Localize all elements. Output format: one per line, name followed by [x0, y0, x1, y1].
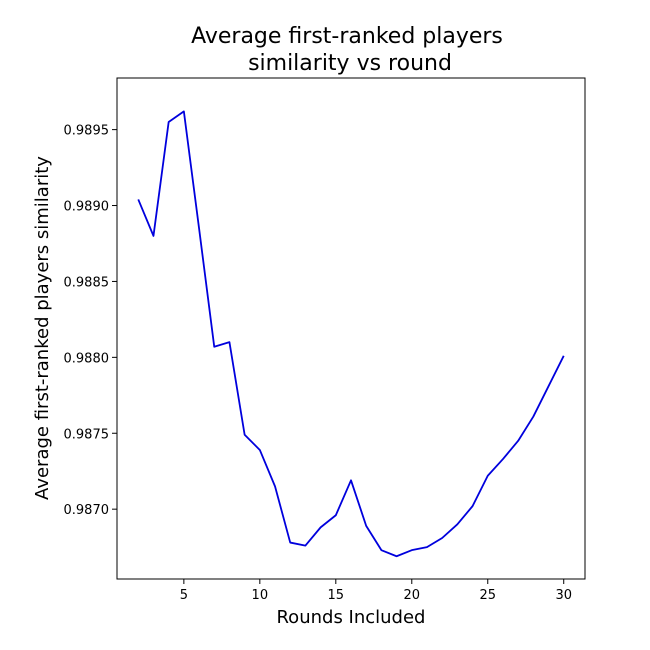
x-axis-label: Rounds Included — [276, 607, 425, 628]
data-series — [137, 110, 565, 558]
axis-ticks: 5 10 15 20 25 30 0.9870 0.9875 0.9880 0.9885 0.989… — [64, 124, 573, 603]
y-tick-label: 0.9880 — [64, 351, 110, 366]
y-tick-label: 0.9870 — [64, 503, 110, 518]
y-tick-label: 0.9885 — [64, 275, 110, 290]
x-tick-label: 20 — [404, 588, 421, 603]
chart-title-line-1: Average first-ranked players — [191, 24, 503, 49]
y-tick-label: 0.9890 — [64, 200, 110, 215]
plot-frame — [116, 77, 586, 580]
x-tick-label: 30 — [555, 588, 572, 603]
y-tick-label: 0.9895 — [64, 124, 110, 139]
y-axis-label: Average first-ranked players similarity — [32, 156, 53, 500]
x-tick-label: 25 — [479, 588, 496, 603]
x-tick-label: 10 — [252, 588, 269, 603]
x-tick-label: 5 — [180, 588, 188, 603]
chart-title-line-2: similarity vs round — [248, 51, 452, 76]
x-tick-label: 15 — [328, 588, 345, 603]
y-tick-label: 0.9875 — [64, 427, 110, 442]
